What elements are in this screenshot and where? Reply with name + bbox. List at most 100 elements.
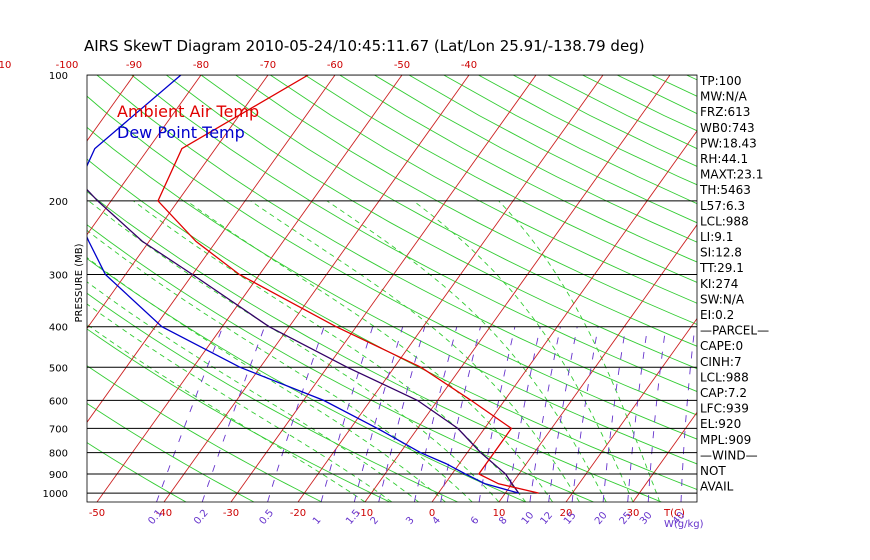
y-axis-label: PRESSURE (MB) bbox=[74, 243, 85, 322]
top-temp-tick: -50 bbox=[394, 60, 410, 71]
moist-adiabat bbox=[87, 323, 366, 502]
moist-adiabat bbox=[88, 200, 500, 502]
isotherm bbox=[230, 75, 537, 502]
isotherm bbox=[297, 75, 604, 502]
stat-item: TP:100 bbox=[699, 74, 742, 88]
bottom-temp-tick: -40 bbox=[156, 508, 172, 519]
mixing-ratio-line bbox=[478, 326, 516, 502]
stat-item: KI:274 bbox=[700, 277, 738, 291]
y-tick-label: 500 bbox=[49, 363, 68, 374]
dry-adiabat bbox=[304, 75, 697, 283]
mixing-ratio-line bbox=[267, 326, 325, 502]
dry-adiabat bbox=[235, 75, 697, 325]
y-tick-label: 900 bbox=[49, 470, 68, 481]
legend-ambient: Ambient Air Temp bbox=[117, 102, 259, 121]
isotherm bbox=[163, 75, 470, 502]
isotherm bbox=[87, 75, 336, 423]
stat-item: RH:44.1 bbox=[700, 152, 748, 166]
moist-adiabat bbox=[133, 200, 527, 502]
mixing-ratio-line bbox=[201, 326, 266, 502]
stat-item: —WIND— bbox=[700, 448, 758, 462]
isotherm bbox=[834, 75, 870, 502]
top-temp-tick: -80 bbox=[193, 60, 209, 71]
moist-adiabat bbox=[87, 303, 393, 502]
isotherm bbox=[565, 317, 697, 502]
mixing-ratio-tick: 10 bbox=[520, 510, 537, 527]
stat-item: TH:5463 bbox=[699, 183, 751, 197]
dry-adiabat bbox=[87, 365, 323, 502]
legend-dewpoint: Dew Point Temp bbox=[117, 123, 245, 142]
mixing-ratio-tick: 12 bbox=[539, 510, 556, 527]
mixing-ratio-tick: 3 bbox=[404, 515, 417, 527]
dry-adiabat bbox=[200, 75, 697, 347]
isotherm bbox=[0, 75, 67, 502]
mixing-ratio-line bbox=[413, 326, 458, 502]
mixing-ratio-line bbox=[548, 326, 578, 502]
isotherm bbox=[767, 75, 870, 502]
mixing-ratio-line bbox=[647, 326, 667, 502]
mixing-ratio-line bbox=[602, 326, 627, 502]
isotherm bbox=[632, 411, 697, 502]
stat-item: TT:29.1 bbox=[699, 261, 744, 275]
stat-item: PW:18.43 bbox=[700, 136, 757, 150]
dry-adiabat bbox=[87, 442, 187, 502]
dry-adiabat bbox=[166, 75, 697, 370]
mixing-ratio-tick: 20 bbox=[593, 510, 610, 527]
mixing-ratio-line bbox=[320, 326, 374, 502]
isotherm bbox=[87, 75, 135, 142]
chart-title: AIRS SkewT Diagram 2010-05-24/10:45:11.6… bbox=[84, 37, 645, 55]
mixing-ratio-line bbox=[627, 326, 649, 502]
stat-item: AVAIL bbox=[700, 480, 734, 494]
bottom-temp-tick: 0 bbox=[429, 508, 435, 519]
moist-adiabat bbox=[186, 200, 553, 502]
stat-item: MAXT:23.1 bbox=[700, 168, 763, 182]
plot-frame bbox=[86, 74, 698, 503]
top-temp-tick: -90 bbox=[126, 60, 142, 71]
y-tick-label: 100 bbox=[49, 71, 68, 82]
stat-item: EL:920 bbox=[700, 417, 741, 431]
dry-adiabat bbox=[270, 75, 697, 304]
mixing-ratio-label: W(g/kg) bbox=[664, 519, 704, 530]
mixing-ratio-tick: 0.2 bbox=[192, 508, 211, 527]
stat-item: WB0:743 bbox=[700, 121, 755, 135]
moist-adiabat bbox=[87, 229, 473, 502]
mixing-ratio-line bbox=[378, 326, 426, 502]
mixing-ratio-line bbox=[506, 326, 541, 502]
top-temp-tick: -60 bbox=[327, 60, 343, 71]
dry-adiabat bbox=[87, 328, 390, 502]
isotherm bbox=[87, 75, 269, 330]
stat-item: LI:9.1 bbox=[700, 230, 733, 244]
stat-item: LCL:988 bbox=[700, 370, 749, 384]
mixing-ratio-tick: 30 bbox=[638, 510, 655, 527]
mixing-ratio-line bbox=[440, 326, 481, 502]
mixing-ratio-line bbox=[571, 326, 599, 502]
mixing-ratio-tick: 0.5 bbox=[257, 508, 276, 527]
dewpoint-temp-line bbox=[87, 75, 519, 494]
mixing-ratio-line bbox=[156, 326, 224, 502]
dry-adiabat bbox=[87, 95, 697, 440]
y-tick-label: 1000 bbox=[43, 489, 68, 500]
bottom-temp-tick: 30 bbox=[627, 508, 640, 519]
stat-item: FRZ:613 bbox=[700, 105, 750, 119]
stat-item: CAP:7.2 bbox=[700, 386, 747, 400]
top-temp-tick: -100 bbox=[56, 60, 79, 71]
y-tick-label: 400 bbox=[49, 323, 68, 334]
bottom-temp-tick: -10 bbox=[357, 508, 373, 519]
dry-adiabat bbox=[96, 75, 697, 416]
stat-item: NOT bbox=[700, 464, 726, 478]
isotherm bbox=[87, 75, 202, 236]
bottom-temp-label: T(C) bbox=[663, 508, 685, 519]
stat-item: CINH:7 bbox=[700, 355, 742, 369]
y-tick-label: 300 bbox=[49, 271, 68, 282]
dry-adiabat bbox=[443, 75, 697, 205]
stat-item: EI:0.2 bbox=[700, 308, 734, 322]
bottom-temp-tick: -20 bbox=[290, 508, 306, 519]
parcel-path-line bbox=[87, 188, 520, 494]
y-tick-label: 800 bbox=[49, 449, 68, 460]
mixing-ratio-tick: 8 bbox=[497, 515, 510, 527]
stat-item: MPL:909 bbox=[700, 433, 751, 447]
moist-adiabat bbox=[498, 200, 661, 502]
stat-item: CAPE:0 bbox=[700, 339, 743, 353]
isotherm bbox=[431, 130, 697, 502]
